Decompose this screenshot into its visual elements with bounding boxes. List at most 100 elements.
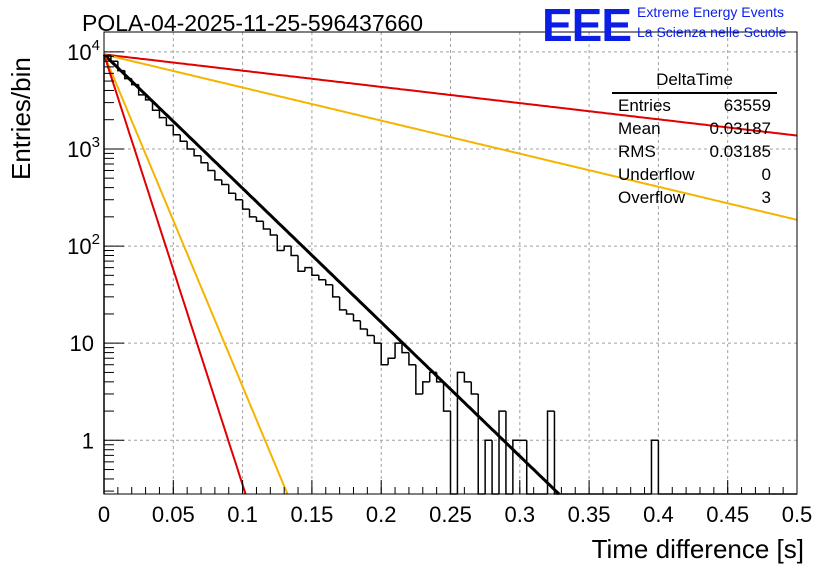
hist-bin [207, 162, 215, 172]
hist-bin [283, 245, 292, 251]
hist-bin [165, 117, 174, 127]
hist-bin [442, 381, 451, 412]
hist-bin [172, 125, 181, 136]
x-tick-label: 0.3 [505, 502, 536, 527]
stats-label: Mean [618, 119, 661, 138]
hist-bin [657, 440, 666, 495]
hist-bin [311, 267, 319, 277]
hist-bin [117, 61, 125, 72]
hist-bin [318, 275, 326, 281]
y-tick-label: 102 [67, 231, 100, 259]
stats-box: DeltaTime Entries 63559 Mean 0.03187 RMS… [612, 70, 777, 209]
stats-value: 3 [761, 188, 771, 207]
hist-bin [366, 328, 375, 337]
stats-label: Underflow [618, 165, 695, 184]
hist-bin [297, 255, 305, 273]
hist-bin [124, 70, 132, 80]
x-tick-label: 0.45 [706, 502, 749, 527]
curve-red-slow [103, 53, 798, 137]
hist-bin [137, 84, 146, 96]
x-tick-label: 0.4 [643, 502, 674, 527]
hist-bin [401, 343, 409, 354]
y-tick-label: 104 [67, 37, 100, 65]
hist-bin [151, 99, 160, 112]
curve-orange-fast [103, 54, 289, 495]
hist-bin [276, 235, 285, 252]
hist-bin [484, 439, 493, 494]
stats-label: Entries [618, 96, 671, 115]
hist-bin [394, 342, 402, 359]
stats-row-rms: RMS 0.03185 [612, 140, 777, 163]
hist-bin [130, 78, 139, 86]
hist-bin [290, 246, 299, 257]
hist-bin [262, 221, 271, 230]
hist-bin [338, 296, 347, 311]
hist-bin [269, 228, 278, 236]
logo-line-2: La Scienza nelle Scuole [637, 24, 787, 40]
y-tick-label: 103 [67, 134, 100, 162]
hist-bin [255, 216, 264, 223]
hist-bin [422, 381, 430, 394]
x-tick-label: 0.1 [227, 502, 258, 527]
hist-bin [227, 184, 236, 194]
tick-labels: 0 0.05 0.1 0.15 0.2 0.25 0.3 0.35 0.4 0.45 0.5 104 1… [67, 37, 812, 527]
y-tick-label: 1 [82, 428, 94, 453]
x-tick-label: 0.5 [782, 502, 813, 527]
stats-label: Overflow [618, 188, 686, 207]
hist-bin [304, 266, 312, 272]
stats-title: DeltaTime [612, 70, 777, 94]
stats-row-overflow: Overflow 3 [612, 186, 777, 209]
stats-row-underflow: Underflow 0 [612, 163, 777, 186]
hist-bin [214, 170, 222, 181]
x-tick-label: 0.2 [366, 502, 397, 527]
hist-bin [505, 411, 513, 495]
x-tick-label: 0.15 [290, 502, 333, 527]
y-axis-label: Entries/bin [6, 57, 36, 180]
hist-bin [200, 155, 208, 164]
hist-bin [456, 371, 465, 494]
logo-line-1: Extreme Energy Events [637, 4, 785, 20]
hist-bin [498, 410, 506, 494]
stats-row-mean: Mean 0.03187 [612, 117, 777, 140]
hist-bin [359, 320, 368, 330]
hist-bin [470, 381, 479, 395]
curve-red-fast [103, 54, 247, 495]
hist-bin [463, 372, 472, 383]
hist-bin [352, 313, 361, 322]
curves [102, 53, 798, 496]
chart-title: POLA-04-2025-11-25-596437660 [82, 10, 423, 36]
y-tick-label: 10 [70, 331, 94, 356]
hist-bin [221, 179, 229, 186]
hist-bin [158, 110, 167, 119]
x-axis-label: Time difference [s] [591, 534, 804, 564]
hist-bin [428, 371, 437, 382]
hist-bin [241, 199, 250, 210]
hist-bin [553, 411, 562, 495]
x-tick-label: 0.35 [568, 502, 611, 527]
stats-value: 0.03187 [709, 119, 771, 138]
hist-bin [345, 309, 354, 315]
eee-logo: EEE [542, 0, 632, 51]
grid [104, 32, 797, 494]
hist-bin [193, 148, 202, 157]
hist-bin [331, 284, 340, 298]
x-tick-label: 0.25 [429, 502, 472, 527]
hist-bin [144, 94, 153, 101]
hist-bin [491, 440, 500, 495]
stats-value: 0.03185 [709, 142, 771, 161]
hist-bin [373, 335, 382, 344]
hist-bin [408, 352, 416, 366]
stats-value: 63559 [723, 96, 771, 115]
hist-bin [449, 411, 458, 495]
stats-value: 0 [761, 165, 771, 184]
stats-label: RMS [618, 142, 656, 161]
hist-bin [234, 193, 243, 201]
hist-bin [415, 364, 423, 395]
x-tick-label: 0 [98, 502, 110, 527]
curve-orange-slow [103, 53, 798, 221]
curve-fit [102, 53, 561, 496]
hist-bin [387, 357, 396, 365]
x-tick-label: 0.05 [152, 502, 195, 527]
hist-bin [103, 54, 111, 494]
